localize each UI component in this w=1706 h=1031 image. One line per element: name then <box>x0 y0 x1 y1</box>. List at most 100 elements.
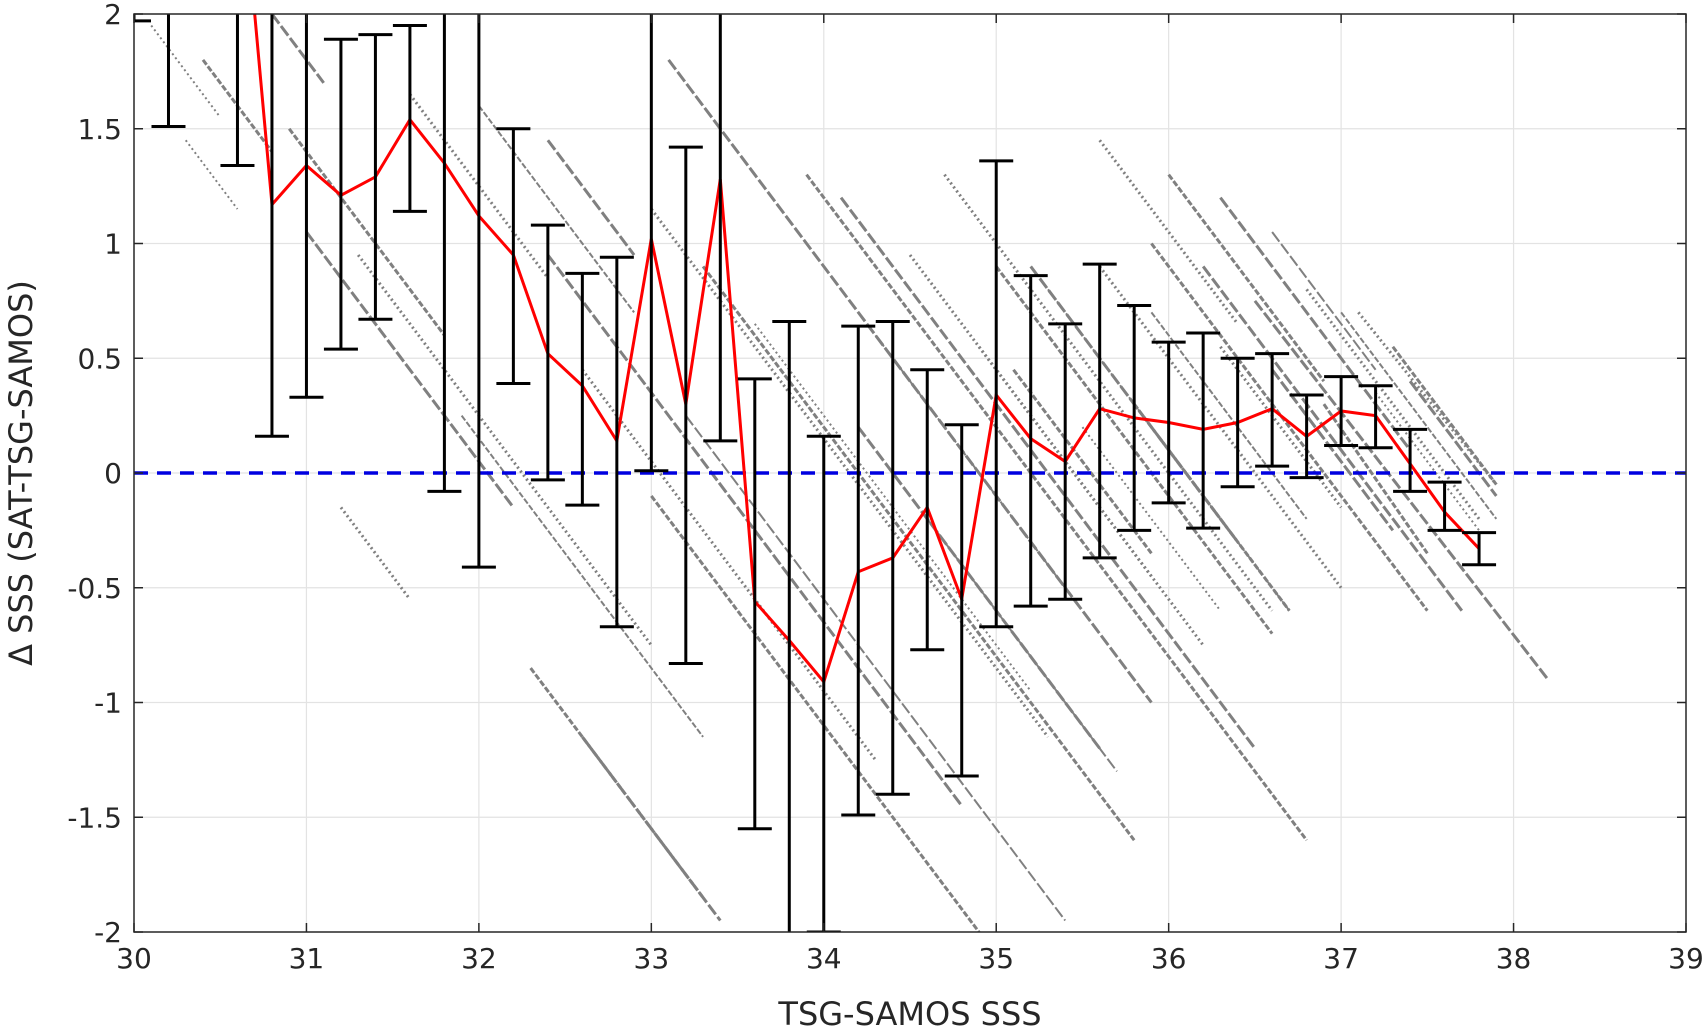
error-bar <box>1358 384 1393 450</box>
scatter-streak <box>926 518 1118 772</box>
error-bar <box>565 271 600 507</box>
x-tick-label: 36 <box>1151 942 1187 975</box>
error-bar <box>1255 352 1290 468</box>
scatter-streak <box>1270 368 1395 532</box>
error-bar <box>1393 427 1428 493</box>
scatter-streak <box>339 506 412 601</box>
scatter-streak <box>839 196 1257 750</box>
scatter-streak <box>356 254 653 647</box>
y-tick-label: -0.5 <box>67 572 122 605</box>
error-bar <box>461 14 496 569</box>
y-tick-label: 0 <box>104 457 122 490</box>
scatter-streak <box>1322 403 1429 555</box>
scatter-streak <box>184 139 239 210</box>
scatter-streak <box>1408 380 1498 497</box>
error-bar <box>1186 331 1221 530</box>
y-axis-title: Δ SSS (SAT-TSG-SAMOS) <box>2 280 40 666</box>
scatter-streak <box>581 368 877 761</box>
scatter-streak <box>1357 311 1498 486</box>
x-tick-label: 31 <box>289 942 325 975</box>
scatter-streak <box>270 14 325 84</box>
x-tick-label: 37 <box>1323 942 1359 975</box>
error-bar <box>599 255 634 629</box>
error-bar <box>1151 340 1186 505</box>
error-bar <box>1220 356 1255 489</box>
scatter-streak <box>1098 139 1239 325</box>
x-axis-title: TSG-SAMOS SSS <box>777 995 1041 1031</box>
x-tick-label: 32 <box>461 942 497 975</box>
error-bar <box>1013 274 1048 608</box>
error-bar <box>875 320 910 796</box>
error-bar <box>703 14 738 443</box>
scatter-streak <box>1150 311 1308 520</box>
error-bar <box>427 14 462 493</box>
scatter-streak <box>408 93 550 279</box>
scatter-streak <box>1374 392 1480 531</box>
scatter-streak <box>1081 426 1222 612</box>
error-bar <box>1117 303 1152 532</box>
error-bar <box>737 377 772 831</box>
y-tick-label: 1 <box>104 228 122 261</box>
scatter-streak <box>150 24 222 118</box>
error-bar <box>668 145 703 665</box>
scatter-streak <box>1253 299 1550 681</box>
error-bar <box>1289 393 1324 480</box>
scatter-streak <box>546 139 636 256</box>
error-bar <box>530 223 565 482</box>
error-bar <box>1082 262 1117 560</box>
error-bar <box>1048 322 1083 601</box>
error-bar <box>772 320 807 932</box>
y-tick-label: -1 <box>94 687 122 720</box>
y-axis-ticks: -2 -1.5 -1 -0.5 0 0.5 1 1.5 2 <box>67 0 1686 949</box>
scatter-streak <box>1150 242 1429 612</box>
error-bars <box>134 14 1497 932</box>
scatter-streak <box>1271 231 1377 371</box>
x-tick-label: 38 <box>1496 942 1532 975</box>
x-tick-label: 34 <box>806 942 842 975</box>
error-bar <box>496 127 531 385</box>
scatter-streak <box>685 415 1066 922</box>
scatter-streak <box>908 254 1205 647</box>
scatter-streak <box>1340 311 1498 520</box>
error-bar <box>841 324 876 817</box>
y-tick-label: 2 <box>104 0 122 31</box>
x-tick-label: 30 <box>116 942 152 975</box>
scatter-streak <box>1219 345 1343 509</box>
scatter-streak <box>581 736 722 922</box>
error-bar <box>1324 375 1359 447</box>
y-tick-label: -1.5 <box>67 801 122 834</box>
x-tick-label: 35 <box>978 942 1014 975</box>
scatter-streak <box>288 127 446 337</box>
scatter-streak <box>478 105 635 313</box>
error-bar <box>979 159 1014 629</box>
scatter-streak <box>1391 345 1498 486</box>
error-bar <box>323 37 358 351</box>
error-bar <box>254 14 289 438</box>
error-bar <box>392 23 427 213</box>
error-bar <box>910 368 945 652</box>
error-bar <box>1427 480 1462 532</box>
error-bar <box>806 434 841 932</box>
error-bar <box>944 423 979 778</box>
error-bar <box>634 14 669 473</box>
error-bar <box>1462 531 1497 567</box>
x-tick-label: 33 <box>634 942 670 975</box>
scatter-streak <box>805 173 1308 842</box>
error-bar <box>220 14 255 167</box>
error-bar <box>134 14 151 23</box>
scatter-streak <box>460 415 704 738</box>
scatter-streak <box>1201 265 1464 612</box>
x-tick-label: 39 <box>1668 942 1704 975</box>
scatter-streak <box>943 173 1274 612</box>
y-tick-label: -2 <box>94 916 122 949</box>
y-tick-label: 1.5 <box>77 113 122 146</box>
scatter-streak <box>1219 196 1412 451</box>
scatter-streak <box>1012 368 1153 555</box>
scatter-streak <box>874 334 1066 589</box>
scatter-streak <box>754 323 1032 692</box>
y-tick-label: 0.5 <box>77 342 122 375</box>
scatter-streak <box>1167 173 1326 383</box>
x-axis-ticks: 30 31 32 33 34 35 36 37 38 39 <box>116 14 1704 975</box>
error-bar <box>151 14 186 128</box>
